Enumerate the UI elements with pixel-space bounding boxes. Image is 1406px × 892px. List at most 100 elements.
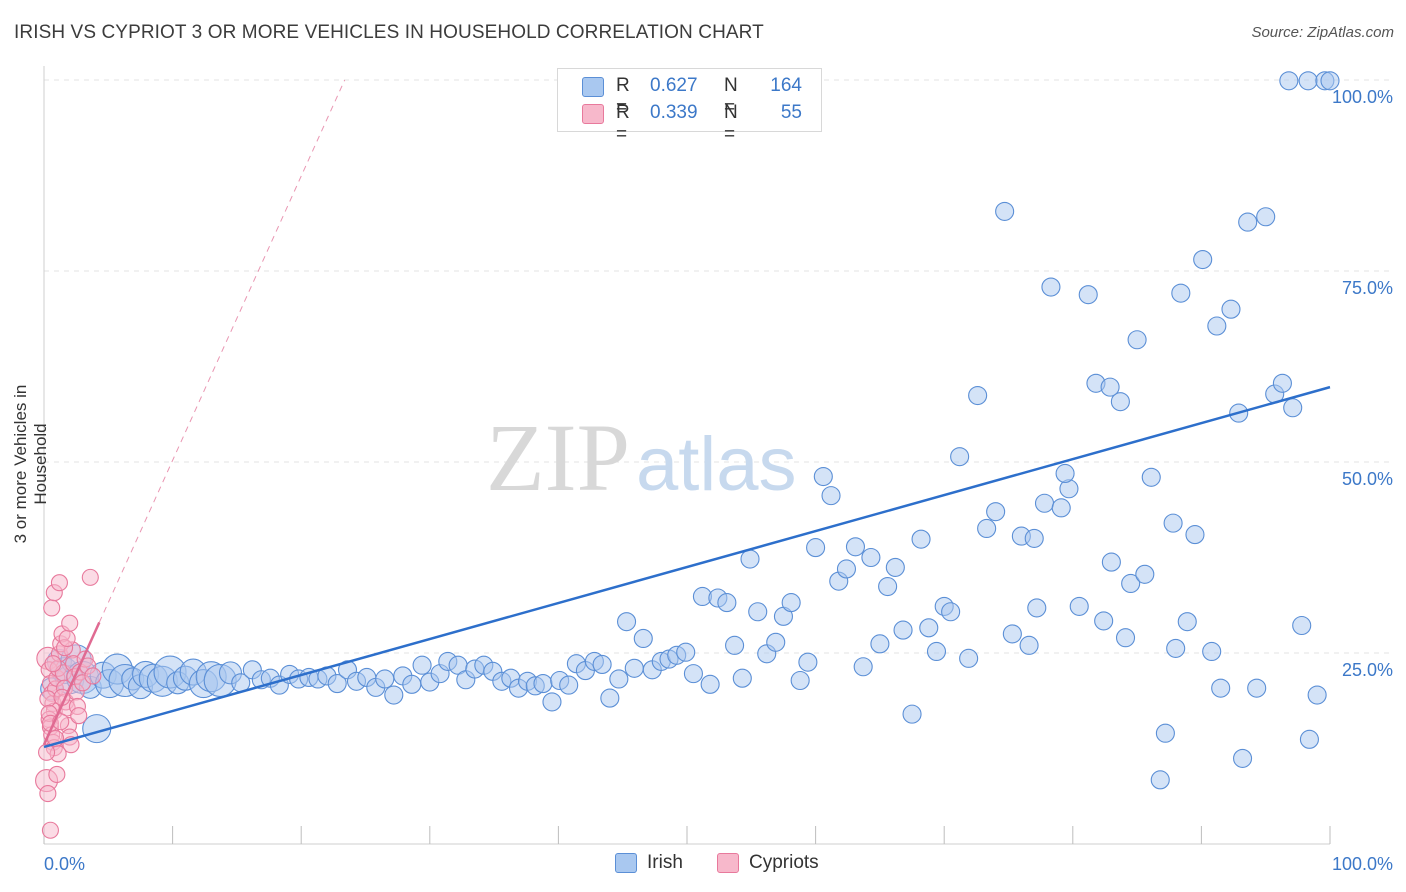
irish-point bbox=[1233, 748, 1253, 768]
y-tick-label: 100.0% bbox=[1332, 87, 1393, 107]
cypriot-trend-line bbox=[42, 621, 101, 746]
n-label: N = bbox=[724, 75, 738, 118]
irish-point bbox=[1177, 612, 1197, 632]
stats-box: R = 0.627 N = 164 R = 0.339 N = 55 bbox=[557, 68, 822, 145]
y-axis-title: 3 or more Vehicles in Household bbox=[11, 384, 50, 544]
irish-point bbox=[1193, 249, 1213, 270]
r-label: R = bbox=[616, 102, 630, 145]
irish-point bbox=[1115, 628, 1136, 648]
watermark: ZIP atlas bbox=[486, 404, 797, 511]
irish-point bbox=[717, 593, 737, 613]
irish-point bbox=[1292, 615, 1312, 636]
x-tick-label: 0.0% bbox=[44, 854, 85, 874]
irish-point bbox=[725, 635, 745, 655]
irish-point bbox=[1027, 598, 1047, 618]
trend-lines bbox=[42, 79, 1331, 749]
irish-point bbox=[1135, 564, 1155, 584]
irish-point bbox=[617, 612, 637, 632]
irish-point bbox=[1298, 71, 1318, 91]
irish-point bbox=[836, 559, 857, 579]
irish-point bbox=[1211, 678, 1231, 698]
irish-point bbox=[1051, 498, 1071, 518]
n-value: 55 bbox=[780, 102, 802, 123]
watermark-atlas: atlas bbox=[636, 422, 797, 507]
irish-point bbox=[1299, 729, 1319, 749]
irish-point bbox=[1101, 552, 1121, 572]
irish-point bbox=[790, 670, 810, 691]
irish-point bbox=[766, 632, 786, 652]
irish-point bbox=[853, 657, 873, 677]
irish-point bbox=[959, 648, 979, 668]
irish-point bbox=[732, 668, 752, 688]
cypriot-swatch bbox=[582, 104, 604, 124]
irish-point bbox=[941, 602, 961, 622]
irish-point bbox=[748, 602, 768, 622]
irish-point bbox=[781, 593, 801, 613]
irish-point bbox=[1272, 373, 1292, 393]
irish-point bbox=[885, 557, 905, 577]
irish-point bbox=[950, 447, 970, 467]
irish-point bbox=[609, 669, 629, 689]
irish-point bbox=[870, 634, 890, 654]
irish-point bbox=[878, 576, 898, 597]
irish-point bbox=[1307, 685, 1327, 705]
irish-point bbox=[592, 654, 612, 675]
irish-point bbox=[533, 674, 553, 694]
irish-point bbox=[1041, 277, 1061, 297]
n-label: N = bbox=[724, 102, 738, 145]
irish-point bbox=[995, 201, 1015, 221]
cypriot-points bbox=[35, 568, 102, 839]
cypriot-point bbox=[38, 743, 56, 761]
irish-point bbox=[1121, 573, 1141, 594]
irish-point bbox=[1238, 212, 1258, 232]
tick-labels: 25.0% 50.0% 75.0% 100.0% 0.0% 100.0% bbox=[44, 87, 1393, 874]
cypriot-point bbox=[58, 629, 76, 648]
irish-point bbox=[1247, 678, 1267, 698]
irish-point bbox=[1094, 611, 1114, 631]
irish-point bbox=[1034, 493, 1055, 513]
cypriot-point bbox=[43, 599, 61, 617]
irish-point bbox=[1019, 635, 1039, 655]
irish-point bbox=[1283, 398, 1303, 418]
irish-point bbox=[919, 618, 939, 638]
irish-point bbox=[798, 652, 818, 672]
legend-label: Irish bbox=[647, 852, 683, 873]
chart-title: IRISH VS CYPRIOT 3 OR MORE VEHICLES IN H… bbox=[14, 22, 764, 43]
cypriot-point bbox=[41, 821, 59, 839]
irish-point bbox=[813, 466, 833, 487]
cypriot-point bbox=[61, 614, 79, 632]
irish-point bbox=[412, 655, 432, 675]
irish-point bbox=[676, 642, 696, 662]
irish-point bbox=[1256, 207, 1276, 227]
irish-point bbox=[1163, 513, 1183, 533]
irish-point bbox=[986, 502, 1006, 522]
cypriot-point bbox=[84, 667, 102, 685]
irish-point bbox=[893, 620, 913, 640]
irish-point bbox=[1155, 723, 1175, 743]
cypriot-point bbox=[50, 574, 68, 592]
irish-points bbox=[40, 71, 1340, 790]
irish-point bbox=[861, 547, 881, 568]
irish-point bbox=[926, 641, 947, 662]
irish-point bbox=[1166, 638, 1186, 658]
cypriot-trend-extension bbox=[98, 79, 346, 623]
irish-point bbox=[806, 538, 826, 558]
n-value: 164 bbox=[770, 75, 802, 96]
irish-point bbox=[1100, 377, 1120, 397]
cypriot-point bbox=[39, 785, 57, 803]
irish-swatch bbox=[582, 77, 604, 97]
cypriot-point bbox=[70, 707, 88, 725]
irish-point bbox=[1141, 467, 1161, 487]
irish-point bbox=[633, 628, 653, 649]
r-value: 0.339 bbox=[650, 102, 698, 123]
irish-point bbox=[559, 675, 579, 695]
irish-point bbox=[968, 385, 988, 406]
irish-point bbox=[1078, 285, 1098, 305]
irish-point bbox=[1171, 283, 1191, 303]
irish-point bbox=[542, 692, 562, 712]
irish-point bbox=[1069, 596, 1089, 616]
r-label: R = bbox=[616, 75, 630, 118]
irish-legend-swatch bbox=[615, 853, 637, 873]
irish-point bbox=[911, 529, 931, 549]
